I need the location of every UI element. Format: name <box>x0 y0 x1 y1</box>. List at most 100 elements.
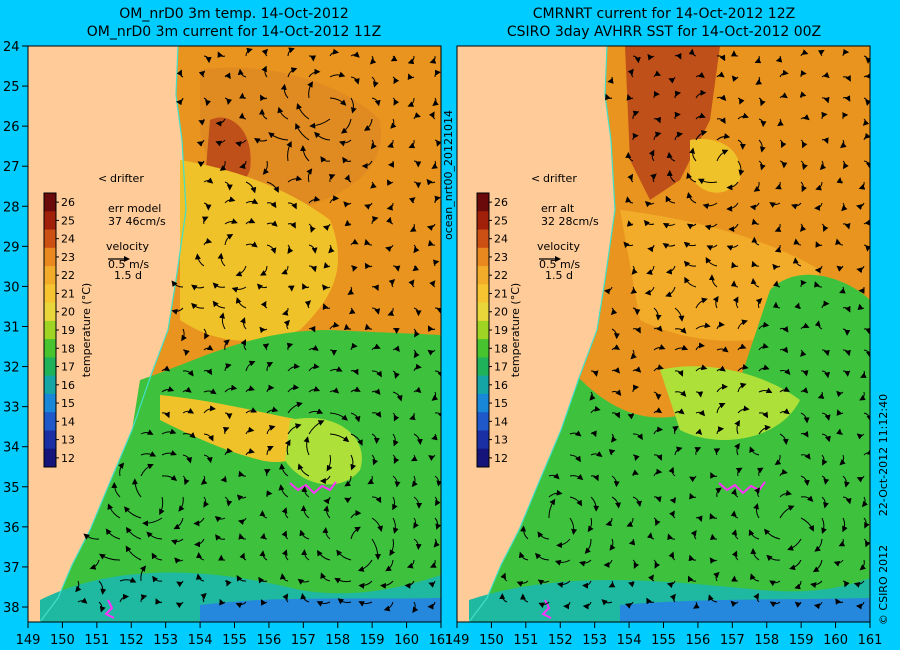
longitude-tick-label: 149 <box>16 633 41 648</box>
current-vector <box>548 498 556 519</box>
current-vector <box>344 496 352 504</box>
current-vector <box>387 307 395 316</box>
longitude-tick-label: 158 <box>325 633 350 648</box>
current-vector <box>431 433 438 441</box>
current-vector <box>643 219 655 227</box>
colorbar-segment <box>477 430 489 450</box>
current-vector <box>434 411 441 419</box>
current-vector <box>434 475 441 487</box>
current-vector <box>350 238 359 246</box>
current-vector <box>730 600 739 607</box>
current-vector <box>667 533 676 541</box>
current-vector <box>755 76 763 85</box>
current-vector <box>329 97 347 106</box>
current-vector <box>810 580 823 589</box>
current-vector <box>413 538 422 551</box>
current-vector <box>203 433 214 442</box>
current-vector <box>224 384 238 393</box>
current-vector <box>371 216 379 225</box>
longitude-tick-label: 151 <box>84 633 109 648</box>
current-vector <box>308 363 320 372</box>
current-vector <box>821 111 828 120</box>
current-vector <box>259 94 268 102</box>
current-vector <box>716 346 729 353</box>
current-vector <box>323 261 331 269</box>
current-vector <box>235 139 247 147</box>
right-title-line2: CSIRO 3day AVHRR SST for 14-Oct-2012 00Z <box>507 24 821 40</box>
current-vector <box>775 55 783 63</box>
current-vector <box>608 449 616 456</box>
current-vector <box>609 538 616 551</box>
current-vector <box>611 411 620 419</box>
latitude-tick-label: 26 <box>3 120 20 135</box>
current-vector <box>413 112 421 120</box>
current-vector <box>653 70 662 78</box>
current-vector <box>734 442 740 456</box>
current-vector <box>821 370 831 379</box>
current-vector <box>304 300 312 309</box>
current-vector <box>814 202 823 211</box>
current-vector <box>171 307 184 315</box>
current-vector <box>283 319 290 330</box>
current-vector <box>772 263 781 271</box>
current-vector <box>772 301 781 309</box>
current-vector <box>198 70 206 78</box>
current-vector <box>350 76 360 85</box>
current-vector <box>758 160 766 171</box>
current-vector <box>174 557 184 564</box>
current-vector <box>348 307 356 315</box>
current-vector <box>392 496 398 511</box>
current-vector <box>632 366 642 373</box>
current-vector <box>286 140 292 162</box>
current-vector <box>697 178 718 185</box>
current-vector <box>428 111 436 120</box>
current-vector <box>77 597 88 604</box>
current-vector <box>799 223 807 232</box>
longitude-tick-label: 149 <box>445 633 470 648</box>
current-vector <box>323 505 331 519</box>
current-vector <box>224 97 233 106</box>
current-vector <box>646 265 655 275</box>
current-vector <box>245 448 255 456</box>
current-vector <box>695 364 708 372</box>
current-vector <box>779 490 793 498</box>
current-vector <box>695 71 705 78</box>
current-vector <box>800 279 807 288</box>
current-vector <box>863 132 870 141</box>
current-vector <box>774 223 782 232</box>
left-blue-south <box>200 598 441 622</box>
current-vector <box>674 344 689 351</box>
current-vector <box>674 131 684 141</box>
current-vector <box>610 433 618 443</box>
current-vector <box>299 529 310 540</box>
current-vector <box>842 370 851 377</box>
latitude-tick-label: 33 <box>3 401 20 416</box>
current-vector <box>364 262 373 270</box>
current-vector <box>792 257 802 267</box>
current-vector <box>779 160 788 169</box>
current-vector <box>710 472 718 479</box>
current-vector <box>713 448 721 456</box>
right-colorbar: 26 25 24 23 22 21 20 19 18 17 16 15 14 13 12 <box>476 192 508 468</box>
current-vector <box>182 475 190 486</box>
current-vector <box>800 322 810 330</box>
current-vector <box>590 474 599 482</box>
current-vector <box>237 517 247 526</box>
colorbar-segment <box>44 266 56 285</box>
current-vector <box>653 517 661 527</box>
current-vector <box>334 577 352 584</box>
current-vector <box>753 503 760 519</box>
current-vector <box>258 108 268 120</box>
current-vector <box>322 303 331 311</box>
model-run-label: ocean_nrt00_20121014 <box>442 110 455 240</box>
current-vector <box>323 496 331 505</box>
current-vector <box>308 265 317 273</box>
left-drifter-marker: < <box>98 172 107 185</box>
current-vector <box>815 181 823 191</box>
current-vector <box>413 160 422 168</box>
current-vector <box>688 554 697 562</box>
colorbar-segment <box>44 357 56 377</box>
current-vector <box>779 139 787 149</box>
left-velocity-duration: 1.5 d <box>114 269 142 282</box>
current-vector <box>813 601 823 610</box>
